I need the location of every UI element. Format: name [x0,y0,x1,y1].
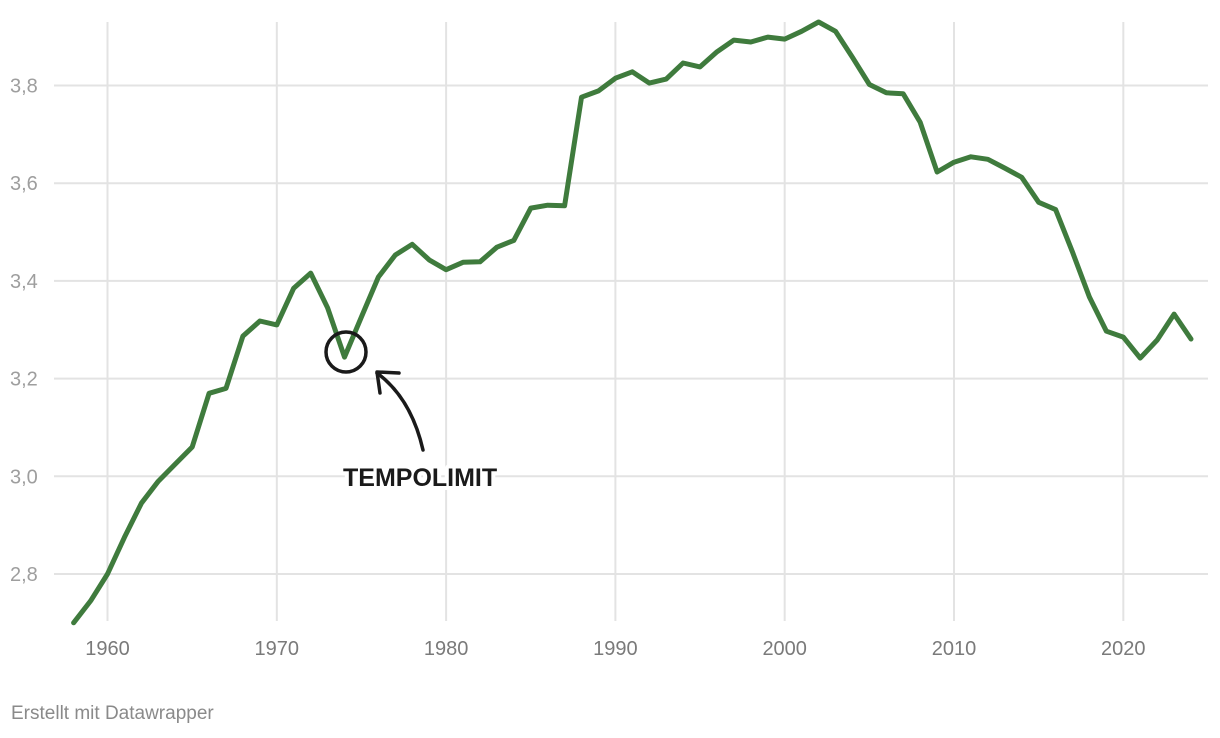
annotation-tempolimit: TEMPOLIMIT [324,330,501,496]
x-tick-label: 1960 [85,638,130,660]
y-tick-label: 3,4 [10,271,38,293]
x-tick-label: 2000 [762,638,807,660]
annotation-label: TEMPOLIMIT [343,464,497,492]
y-tick-label: 3,8 [10,76,38,98]
y-tick-label: 3,2 [10,369,38,391]
x-tick-label: 2010 [932,638,977,660]
y-tick-label: 3,6 [10,173,38,195]
horizontal-gridlines [54,84,1208,575]
data-line [71,19,1194,626]
x-tick-label: 2020 [1101,638,1146,660]
curved-arrow-icon [375,371,425,452]
highlight-circle [324,330,368,374]
vertical-gridlines [106,22,1125,621]
arrowhead-icon [375,370,401,395]
x-tick-label: 1970 [255,638,300,660]
x-tick-label: 1990 [593,638,638,660]
x-axis-labels: 1960 1970 1980 1990 2000 2010 2020 [85,638,1145,660]
footer-credit: Erstellt mit Datawrapper [11,703,214,724]
y-axis-labels: 2,8 3,0 3,2 3,4 3,6 3,8 [10,76,38,587]
x-tick-label: 1980 [424,638,469,660]
y-tick-label: 3,0 [10,466,38,488]
y-tick-label: 2,8 [10,564,38,586]
